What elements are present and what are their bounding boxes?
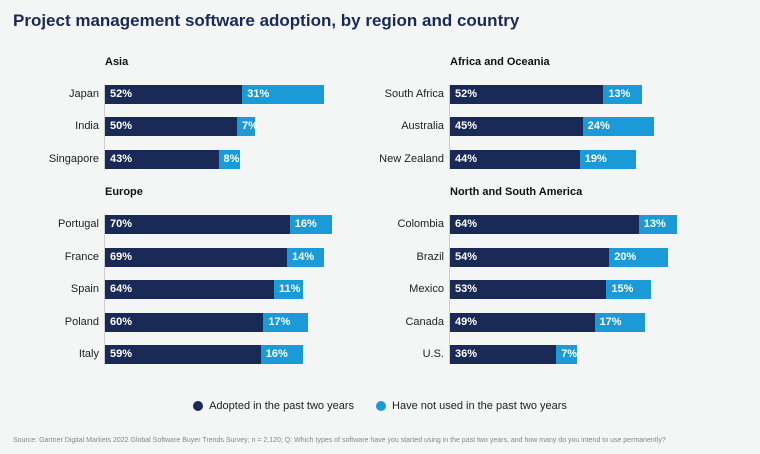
category-label: Spain bbox=[70, 283, 99, 295]
panel-title: Africa and Oceania bbox=[450, 56, 550, 68]
axis-line bbox=[104, 85, 105, 169]
bar-adopted: 36% bbox=[450, 345, 557, 364]
bar-not-used: 11% bbox=[273, 280, 303, 299]
data-label: 7% bbox=[242, 120, 258, 132]
chart-title: Project management software adoption, by… bbox=[13, 11, 520, 30]
category-label: Brazil bbox=[416, 251, 444, 263]
data-label: 52% bbox=[110, 88, 133, 100]
legend-item-adopted: Adopted in the past two years bbox=[193, 400, 354, 412]
bar-not-used: 7% bbox=[237, 117, 258, 136]
bar-not-used: 15% bbox=[606, 280, 651, 299]
bar-not-used: 31% bbox=[242, 85, 325, 104]
legend: Adopted in the past two years Have not u… bbox=[0, 400, 760, 412]
panel-title: Asia bbox=[105, 56, 129, 68]
bar-adopted: 45% bbox=[450, 117, 583, 136]
bar-adopted: 43% bbox=[105, 150, 219, 169]
category-label: Mexico bbox=[409, 283, 444, 295]
bar-not-used: 16% bbox=[289, 215, 333, 234]
category-label: Australia bbox=[401, 120, 444, 132]
category-label: U.S. bbox=[422, 348, 444, 360]
data-label: 8% bbox=[223, 153, 240, 165]
axis-line bbox=[449, 85, 450, 169]
category-label: Italy bbox=[78, 348, 99, 360]
legend-label: Adopted in the past two years bbox=[209, 400, 355, 412]
data-label: 17% bbox=[268, 316, 291, 328]
bar-not-used: 16% bbox=[260, 345, 303, 364]
category-label: South Africa bbox=[384, 88, 444, 100]
data-label: 7% bbox=[561, 348, 578, 360]
data-label: 64% bbox=[110, 283, 133, 295]
category-label: Colombia bbox=[397, 218, 444, 230]
bar-not-used: 19% bbox=[579, 150, 636, 169]
data-label: 43% bbox=[110, 153, 133, 165]
category-label: New Zealand bbox=[379, 153, 444, 165]
bar-adopted: 60% bbox=[105, 313, 264, 332]
bar-not-used: 17% bbox=[594, 313, 645, 332]
bar-not-used: 14% bbox=[287, 248, 325, 267]
panel-title: North and South America bbox=[450, 186, 583, 198]
bar-not-used: 7% bbox=[556, 345, 577, 364]
data-label: 16% bbox=[294, 218, 317, 230]
bar-adopted: 54% bbox=[450, 248, 610, 267]
category-label: Singapore bbox=[48, 153, 99, 165]
data-label: 45% bbox=[455, 120, 478, 132]
category-label: Portugal bbox=[58, 218, 99, 230]
data-label: 20% bbox=[614, 251, 637, 263]
data-label: 50% bbox=[110, 120, 133, 132]
category-label: Poland bbox=[64, 316, 99, 328]
bar-adopted: 52% bbox=[105, 85, 243, 104]
data-label: 31% bbox=[247, 88, 270, 100]
bar-adopted: 64% bbox=[105, 280, 274, 299]
source-note: Source: Gartner Digital Markets 2022 Glo… bbox=[13, 437, 666, 444]
bar-adopted: 52% bbox=[450, 85, 604, 104]
category-label: India bbox=[75, 120, 99, 132]
bar-adopted: 49% bbox=[450, 313, 595, 332]
category-label: Japan bbox=[69, 88, 99, 100]
data-label: 70% bbox=[110, 218, 133, 230]
bar-adopted: 70% bbox=[105, 215, 290, 234]
data-label: 60% bbox=[110, 316, 133, 328]
bar-adopted: 50% bbox=[105, 117, 237, 136]
data-label: 11% bbox=[278, 283, 301, 295]
data-label: 13% bbox=[643, 218, 666, 230]
bar-not-used: 13% bbox=[638, 215, 678, 234]
bar-adopted: 53% bbox=[450, 280, 607, 299]
category-label: Canada bbox=[405, 316, 444, 328]
panel-title: Europe bbox=[105, 186, 143, 198]
data-label: 64% bbox=[455, 218, 478, 230]
legend-swatch-adopted bbox=[193, 401, 204, 411]
data-label: 49% bbox=[455, 316, 478, 328]
data-label: 17% bbox=[599, 316, 622, 328]
data-label: 24% bbox=[587, 120, 610, 132]
bar-adopted: 59% bbox=[105, 345, 261, 364]
axis-line bbox=[104, 215, 105, 364]
bar-not-used: 24% bbox=[582, 117, 654, 136]
bar-not-used: 13% bbox=[603, 85, 642, 104]
data-label: 44% bbox=[455, 153, 478, 165]
bar-adopted: 64% bbox=[450, 215, 639, 234]
data-label: 59% bbox=[110, 348, 133, 360]
bar-not-used: 20% bbox=[609, 248, 669, 267]
data-label: 13% bbox=[608, 88, 631, 100]
data-label: 16% bbox=[265, 348, 288, 360]
bar-not-used: 17% bbox=[263, 313, 309, 332]
legend-item-not-used: Have not used in the past two years bbox=[376, 400, 567, 412]
data-label: 69% bbox=[110, 251, 133, 263]
category-label: France bbox=[64, 251, 99, 263]
data-label: 52% bbox=[455, 88, 478, 100]
legend-swatch-not-used bbox=[376, 401, 387, 411]
legend-label: Have not used in the past two years bbox=[392, 400, 567, 412]
bar-not-used: 8% bbox=[218, 150, 240, 169]
bar-adopted: 69% bbox=[105, 248, 288, 267]
bar-adopted: 44% bbox=[450, 150, 580, 169]
axis-line bbox=[449, 215, 450, 364]
data-label: 19% bbox=[584, 153, 607, 165]
data-label: 36% bbox=[455, 348, 478, 360]
data-label: 54% bbox=[455, 251, 478, 263]
data-label: 53% bbox=[455, 283, 478, 295]
data-label: 15% bbox=[611, 283, 634, 295]
data-label: 14% bbox=[292, 251, 315, 263]
